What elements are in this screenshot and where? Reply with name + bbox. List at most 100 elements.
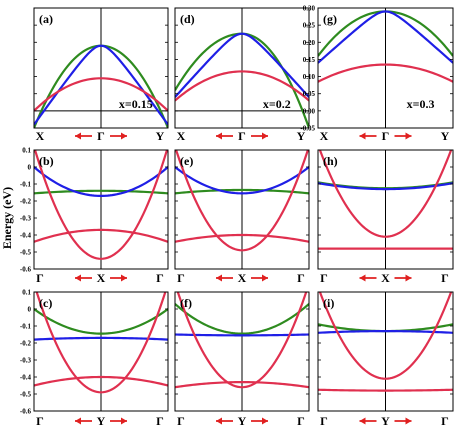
- composition-label: x=0.3: [407, 97, 435, 111]
- panel-i: (i) Γ Y Γ: [317, 291, 454, 428]
- band-red-2: [176, 292, 308, 389]
- y-tick-label: 0: [28, 164, 32, 172]
- left-arrow-head: [359, 417, 366, 425]
- panel-label: (e): [180, 154, 193, 168]
- y-tick-label: -0.1: [20, 181, 32, 189]
- band-red-3: [34, 375, 168, 387]
- band-green-0: [175, 188, 309, 195]
- kpoint-label: Γ: [382, 129, 390, 143]
- panel-frame: [317, 149, 454, 270]
- y-tick-label: -0.5: [20, 391, 32, 399]
- band-red-2: [318, 63, 453, 83]
- kpoint-label: X: [36, 129, 45, 143]
- band-red-2: [318, 292, 453, 380]
- panel-frame: [33, 7, 169, 129]
- y-tick-label: 0.20: [303, 39, 316, 47]
- right-arrow-head: [262, 132, 268, 140]
- panel-frame: [317, 291, 454, 412]
- right-arrow-head: [405, 132, 412, 140]
- left-arrow-head: [75, 132, 81, 140]
- band-red-2: [175, 150, 309, 252]
- kpoint-label: Y: [381, 414, 390, 428]
- composition-label: x=0.15: [119, 97, 153, 111]
- panel-b: 0.1 0 -0.1 -0.2 -0.3 -0.4 -0.5 -0.6 (b) Γ X Γ: [20, 147, 169, 285]
- panel-a: (a) x=0.15 X Γ Y: [33, 7, 169, 143]
- panel-frame: [317, 7, 454, 129]
- y-tick-label: 0.25: [303, 22, 316, 30]
- y-tick-label: 0.1: [22, 289, 31, 297]
- panel-label: (c): [39, 296, 52, 310]
- y-tick-label: 0.1: [22, 147, 31, 155]
- band-blue-1: [34, 166, 168, 198]
- band-blue-1: [318, 330, 453, 334]
- y-tick-label: 0.05: [303, 90, 316, 98]
- panel-label: (b): [39, 154, 54, 168]
- right-arrow-head: [121, 132, 127, 140]
- y-tick-label: -0.2: [20, 340, 32, 348]
- right-arrow-head: [405, 274, 412, 282]
- left-arrow-head: [75, 417, 81, 425]
- band-red-2: [318, 150, 453, 238]
- band-blue-1: [175, 166, 309, 195]
- kpoint-label: Γ: [297, 414, 305, 428]
- band-blue-1: [34, 336, 168, 341]
- kpoint-label: Γ: [36, 271, 44, 285]
- band-red-3: [34, 228, 168, 243]
- right-arrow-head: [405, 417, 412, 425]
- kpoint-label: Γ: [238, 129, 246, 143]
- kpoint-label: Γ: [177, 414, 185, 428]
- kpoint-label: Γ: [177, 271, 185, 285]
- band-green-0: [34, 189, 168, 195]
- panel-label: (i): [323, 296, 334, 310]
- kpoint-label: X: [238, 271, 247, 285]
- kpoint-label: Y: [441, 129, 450, 143]
- band-red-2: [175, 70, 309, 102]
- y-tick-label: -0.4: [20, 374, 32, 382]
- kpoint-label: X: [177, 129, 186, 143]
- panel-label: (h): [323, 154, 338, 168]
- kpoint-label: Γ: [97, 129, 105, 143]
- y-axis-label: Energy (eV): [0, 187, 14, 249]
- band-red-2: [34, 150, 168, 260]
- band-red-2: [34, 77, 168, 112]
- y-tick-label: -0.3: [20, 215, 32, 223]
- left-arrow-head: [359, 274, 366, 282]
- kpoint-label: Γ: [156, 271, 164, 285]
- y-tick-label: -0.05: [300, 125, 315, 133]
- panel-frame: [33, 291, 169, 412]
- band-blue-1: [175, 333, 309, 337]
- band-blue-1: [318, 182, 453, 191]
- panel-h: (h) Γ X Γ: [317, 149, 454, 285]
- band-red-2: [35, 292, 167, 394]
- left-arrow-head: [216, 132, 222, 140]
- panel-label: (d): [180, 12, 195, 26]
- kpoint-label: Γ: [441, 414, 449, 428]
- right-arrow-head: [121, 274, 127, 282]
- right-arrow-head: [262, 417, 268, 425]
- kpoint-label: Γ: [297, 271, 305, 285]
- y-tick-label: -0.1: [20, 323, 32, 331]
- kpoint-label: Γ: [320, 271, 328, 285]
- y-tick-label: 0.10: [303, 73, 316, 81]
- band-red-3: [175, 380, 309, 389]
- y-tick-label: 0.30: [303, 5, 316, 13]
- band-red-3: [318, 388, 453, 392]
- band-blue-1: [318, 10, 453, 64]
- right-arrow-head: [121, 417, 127, 425]
- kpoint-label: X: [320, 129, 329, 143]
- kpoint-label: Γ: [156, 414, 164, 428]
- panel-frame: [174, 149, 310, 270]
- left-arrow-head: [216, 417, 222, 425]
- panel-d: (d) x=0.2 X Γ Y: [174, 7, 310, 143]
- kpoint-label: X: [97, 271, 106, 285]
- composition-label: x=0.2: [263, 97, 291, 111]
- kpoint-label: Γ: [36, 414, 44, 428]
- left-arrow-head: [359, 132, 366, 140]
- y-tick-label: -0.6: [20, 266, 32, 274]
- y-tick-label: 0.15: [303, 56, 316, 64]
- band-red-3: [175, 233, 309, 243]
- y-tick-label: 0: [28, 306, 32, 314]
- panel-frame: [174, 7, 310, 129]
- y-tick-label: -0.2: [20, 198, 32, 206]
- left-arrow-head: [75, 274, 81, 282]
